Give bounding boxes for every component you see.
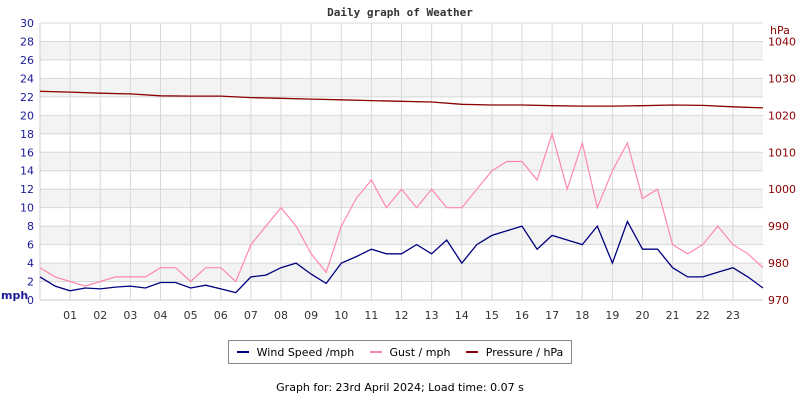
- left-tick-label: 12: [20, 183, 34, 196]
- x-tick-label: 02: [93, 309, 107, 322]
- legend-label-gust: Gust / mph: [389, 345, 451, 359]
- x-tick-label: 07: [244, 309, 258, 322]
- x-tick-label: 12: [395, 309, 409, 322]
- x-tick-label: 04: [154, 309, 168, 322]
- left-tick-label: 4: [27, 257, 34, 270]
- right-tick-label: 990: [768, 220, 789, 233]
- footer-text: Graph for: 23rd April 2024; Load time: 0…: [276, 381, 524, 394]
- x-tick-label: 13: [425, 309, 439, 322]
- x-tick-label: 15: [485, 309, 499, 322]
- x-tick-label: 01: [63, 309, 77, 322]
- left-tick-label: 24: [20, 72, 34, 85]
- legend-item-gust: Gust / mph: [369, 345, 451, 359]
- x-tick-label: 23: [726, 309, 740, 322]
- x-tick-label: 18: [575, 309, 589, 322]
- legend-label-pressure: Pressure / hPa: [485, 345, 564, 359]
- left-tick-label: 2: [27, 276, 34, 289]
- x-tick-label: 10: [334, 309, 348, 322]
- right-tick-label: 1000: [768, 183, 796, 196]
- x-tick-label: 03: [123, 309, 137, 322]
- left-axis-label: mph: [1, 289, 28, 302]
- x-tick-label: 06: [214, 309, 228, 322]
- right-tick-label: 1010: [768, 146, 796, 159]
- left-tick-label: 26: [20, 54, 34, 67]
- legend-label-wind: Wind Speed /mph: [256, 345, 355, 359]
- x-tick-label: 16: [515, 309, 529, 322]
- left-tick-label: 20: [20, 109, 34, 122]
- x-tick-label: 11: [364, 309, 378, 322]
- right-tick-label: 1040: [768, 35, 796, 48]
- wind-speed-line: [39, 219, 764, 294]
- chart-title: Daily graph of Weather: [327, 6, 473, 19]
- left-tick-label: 18: [20, 128, 34, 141]
- legend-swatch-wind: [236, 351, 249, 353]
- legend-swatch-gust: [369, 351, 382, 353]
- left-tick-label: 0: [27, 294, 34, 307]
- right-tick-label: 970: [768, 294, 789, 307]
- legend: Wind Speed /mph Gust / mph Pressure / hP…: [228, 340, 572, 364]
- x-tick-label: 20: [636, 309, 650, 322]
- left-tick-label: 22: [20, 91, 34, 104]
- x-tick-label: 21: [666, 309, 680, 322]
- left-tick-label: 6: [27, 239, 34, 252]
- gust-line: [39, 131, 764, 287]
- x-tick-label: 17: [545, 309, 559, 322]
- left-tick-label: 14: [20, 165, 34, 178]
- right-tick-label: 1020: [768, 109, 796, 122]
- x-tick-label: 19: [605, 309, 619, 322]
- left-tick-label: 28: [20, 35, 34, 48]
- left-tick-label: 16: [20, 146, 34, 159]
- left-tick-label: 8: [27, 220, 34, 233]
- left-tick-label: 30: [20, 17, 34, 30]
- legend-swatch-pressure: [465, 351, 478, 353]
- x-tick-label: 14: [455, 309, 469, 322]
- x-tick-label: 05: [184, 309, 198, 322]
- right-tick-label: 1030: [768, 72, 796, 85]
- right-axis-label: hPa: [770, 24, 790, 37]
- x-tick-label: 22: [696, 309, 710, 322]
- x-tick-label: 08: [274, 309, 288, 322]
- legend-item-wind: Wind Speed /mph: [236, 345, 355, 359]
- legend-item-pressure: Pressure / hPa: [465, 345, 564, 359]
- left-tick-label: 10: [20, 202, 34, 215]
- pressure-line: [39, 90, 764, 109]
- x-tick-label: 09: [304, 309, 318, 322]
- right-tick-label: 980: [768, 257, 789, 270]
